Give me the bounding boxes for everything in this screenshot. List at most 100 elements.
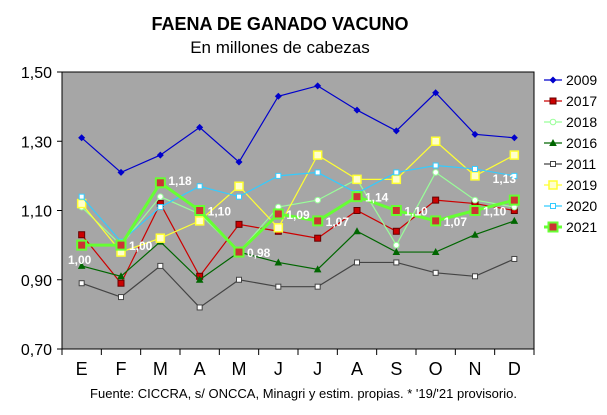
x-tick-label: A xyxy=(351,359,363,379)
data-point xyxy=(234,181,244,192)
x-tick-label: J xyxy=(274,359,283,379)
data-point xyxy=(274,92,282,100)
data-point xyxy=(78,231,86,239)
y-tick-label: 0,90 xyxy=(21,273,52,290)
data-point xyxy=(314,234,322,242)
x-tick-label: F xyxy=(116,359,127,379)
data-point xyxy=(314,82,322,90)
data-point xyxy=(511,255,518,262)
data-point xyxy=(472,273,478,280)
series-line xyxy=(81,140,515,253)
data-point xyxy=(275,172,282,179)
data-point xyxy=(194,216,205,226)
data-point xyxy=(549,139,557,146)
data-point xyxy=(547,221,559,233)
chart-subtitle: En millones de cabezas xyxy=(190,38,370,57)
data-point xyxy=(393,169,400,176)
series-line xyxy=(81,180,515,255)
x-tick-label: S xyxy=(390,359,402,379)
series-2021 xyxy=(76,177,520,258)
x-tick-label: D xyxy=(508,359,521,379)
data-point xyxy=(549,76,557,84)
data-point xyxy=(313,265,322,273)
data-point xyxy=(196,183,203,190)
data-point xyxy=(549,118,557,126)
data-point xyxy=(432,169,439,176)
data-label: 1,10 xyxy=(483,205,507,219)
legend-item-2018: 2018 xyxy=(544,114,597,130)
data-point xyxy=(508,194,520,206)
series-line xyxy=(81,199,515,285)
data-point xyxy=(115,239,127,251)
data-point xyxy=(314,196,321,204)
y-tick-label: 1,10 xyxy=(21,204,52,221)
data-point xyxy=(154,177,166,189)
data-point xyxy=(314,169,321,176)
data-point xyxy=(354,259,360,266)
data-point xyxy=(392,227,400,235)
data-point xyxy=(196,123,204,131)
series-line xyxy=(81,171,515,253)
legend-label: 2011 xyxy=(566,156,596,172)
data-point xyxy=(117,279,125,287)
x-tick-label: A xyxy=(194,359,206,379)
data-point xyxy=(549,97,557,105)
data-point xyxy=(391,174,402,185)
legend-item-2019: 2019 xyxy=(544,177,597,193)
data-point xyxy=(471,230,479,238)
series-2009 xyxy=(78,82,518,176)
y-tick-label: 1,30 xyxy=(21,134,52,151)
data-point xyxy=(353,106,361,114)
x-tick-label: E xyxy=(76,359,88,379)
legend-label: 2018 xyxy=(566,114,597,130)
data-label: 1,00 xyxy=(129,239,153,253)
data-label: 0,98 xyxy=(247,246,271,260)
legend-label: 2016 xyxy=(566,135,597,151)
data-point xyxy=(471,196,479,204)
data-point xyxy=(235,158,243,166)
data-point xyxy=(472,165,478,172)
data-point xyxy=(157,204,164,211)
data-point xyxy=(196,304,203,311)
x-tick-label: J xyxy=(313,359,322,379)
data-point xyxy=(393,241,400,249)
data-point xyxy=(314,283,321,290)
data-point xyxy=(392,127,400,135)
legend-label: 2019 xyxy=(566,177,597,193)
data-point xyxy=(157,193,164,200)
data-point xyxy=(77,261,86,269)
data-point xyxy=(195,275,204,283)
data-point xyxy=(470,171,480,181)
data-point xyxy=(157,262,164,269)
data-point xyxy=(155,233,166,243)
data-label: 1,18 xyxy=(168,174,192,188)
legend-item-2020: 2020 xyxy=(544,198,597,214)
data-label: 1,00 xyxy=(68,253,92,267)
legend-label: 2017 xyxy=(566,93,597,109)
data-point xyxy=(430,136,441,146)
data-point xyxy=(78,193,85,200)
data-point xyxy=(78,134,86,142)
data-point xyxy=(509,150,520,160)
legend-item-2009: 2009 xyxy=(544,72,597,88)
data-point xyxy=(312,215,324,227)
data-point xyxy=(550,161,556,167)
data-point xyxy=(548,180,558,190)
data-point xyxy=(274,258,283,266)
series-2019 xyxy=(76,136,520,257)
data-point xyxy=(76,239,88,251)
data-point xyxy=(312,150,323,160)
data-point xyxy=(353,227,361,235)
data-label: 1,09 xyxy=(286,208,310,222)
legend-label: 2009 xyxy=(566,72,597,88)
legend-item-2021: 2021 xyxy=(544,219,597,235)
data-point xyxy=(194,205,206,216)
legend-item-2011: 2011 xyxy=(544,156,596,172)
data-point xyxy=(156,151,164,159)
data-label: 1,10 xyxy=(404,205,428,219)
data-point xyxy=(430,215,442,227)
source-note: Fuente: CICCRA, s/ ONCCA, Minagri y esti… xyxy=(90,386,517,401)
data-point xyxy=(511,172,518,179)
data-point xyxy=(351,191,363,203)
data-point xyxy=(233,246,245,258)
